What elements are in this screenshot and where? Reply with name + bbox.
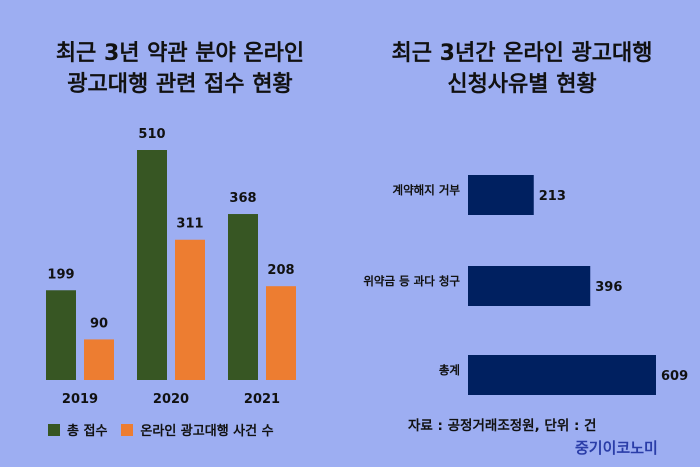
brand-logo: 중기이코노미 <box>575 439 658 457</box>
legend-label-online: 온라인 광고대행 사건 수 <box>140 424 274 439</box>
legend-swatch-online <box>121 423 134 436</box>
data-label-2020-online: 311 <box>176 217 203 232</box>
bar-2019-total <box>46 290 76 380</box>
data-label-2020-total: 510 <box>138 127 165 142</box>
right-chart-title-line2: 신청사유별 현황 <box>447 72 597 97</box>
bar-2019-online <box>84 339 114 380</box>
right-chart-title: 최근 3년간 온라인 광고대행 신청사유별 현황 <box>362 38 682 100</box>
hbar-2 <box>468 355 656 395</box>
bar-2020-online <box>175 239 205 380</box>
bar-2021-online <box>266 286 296 380</box>
legend: 총 접수 온라인 광고대행 사건 수 <box>48 420 288 439</box>
hbar-category-label-1: 위약금 등 과다 청구 <box>363 274 460 288</box>
left-chart-title-line1: 최근 3년 약관 분야 온라인 <box>55 41 305 66</box>
hbar-category-label-0: 계약해지 거부 <box>393 183 461 197</box>
x-tick-label-2021: 2021 <box>244 392 280 407</box>
data-label-2019-total: 199 <box>47 267 74 282</box>
data-label-2019-online: 90 <box>90 316 108 331</box>
hbar-value-0: 213 <box>539 189 566 204</box>
legend-item-total: 총 접수 <box>48 420 107 439</box>
left-chart-title-line2: 광고대행 관련 접수 현황 <box>67 72 293 97</box>
bar-2021-total <box>228 214 258 380</box>
data-label-2021-total: 368 <box>229 191 256 206</box>
x-tick-label-2020: 2020 <box>153 392 189 407</box>
data-label-2021-online: 208 <box>267 263 294 278</box>
hbar-1 <box>468 266 591 306</box>
hbar-0 <box>468 175 534 215</box>
hbar-category-label-2: 총계 <box>439 363 460 377</box>
legend-label-total: 총 접수 <box>67 424 108 439</box>
x-tick-label-2019: 2019 <box>62 392 98 407</box>
hbar-value-2: 609 <box>661 369 688 384</box>
legend-item-online: 온라인 광고대행 사건 수 <box>121 420 274 439</box>
left-chart-title: 최근 3년 약관 분야 온라인 광고대행 관련 접수 현황 <box>20 38 340 100</box>
bar-2020-total <box>137 150 167 380</box>
source-note: 자료 : 공정거래조정원, 단위 : 건 <box>408 418 597 434</box>
hbar-value-1: 396 <box>595 280 622 295</box>
legend-swatch-total <box>48 423 60 436</box>
right-chart-title-line1: 최근 3년간 온라인 광고대행 <box>391 41 653 66</box>
